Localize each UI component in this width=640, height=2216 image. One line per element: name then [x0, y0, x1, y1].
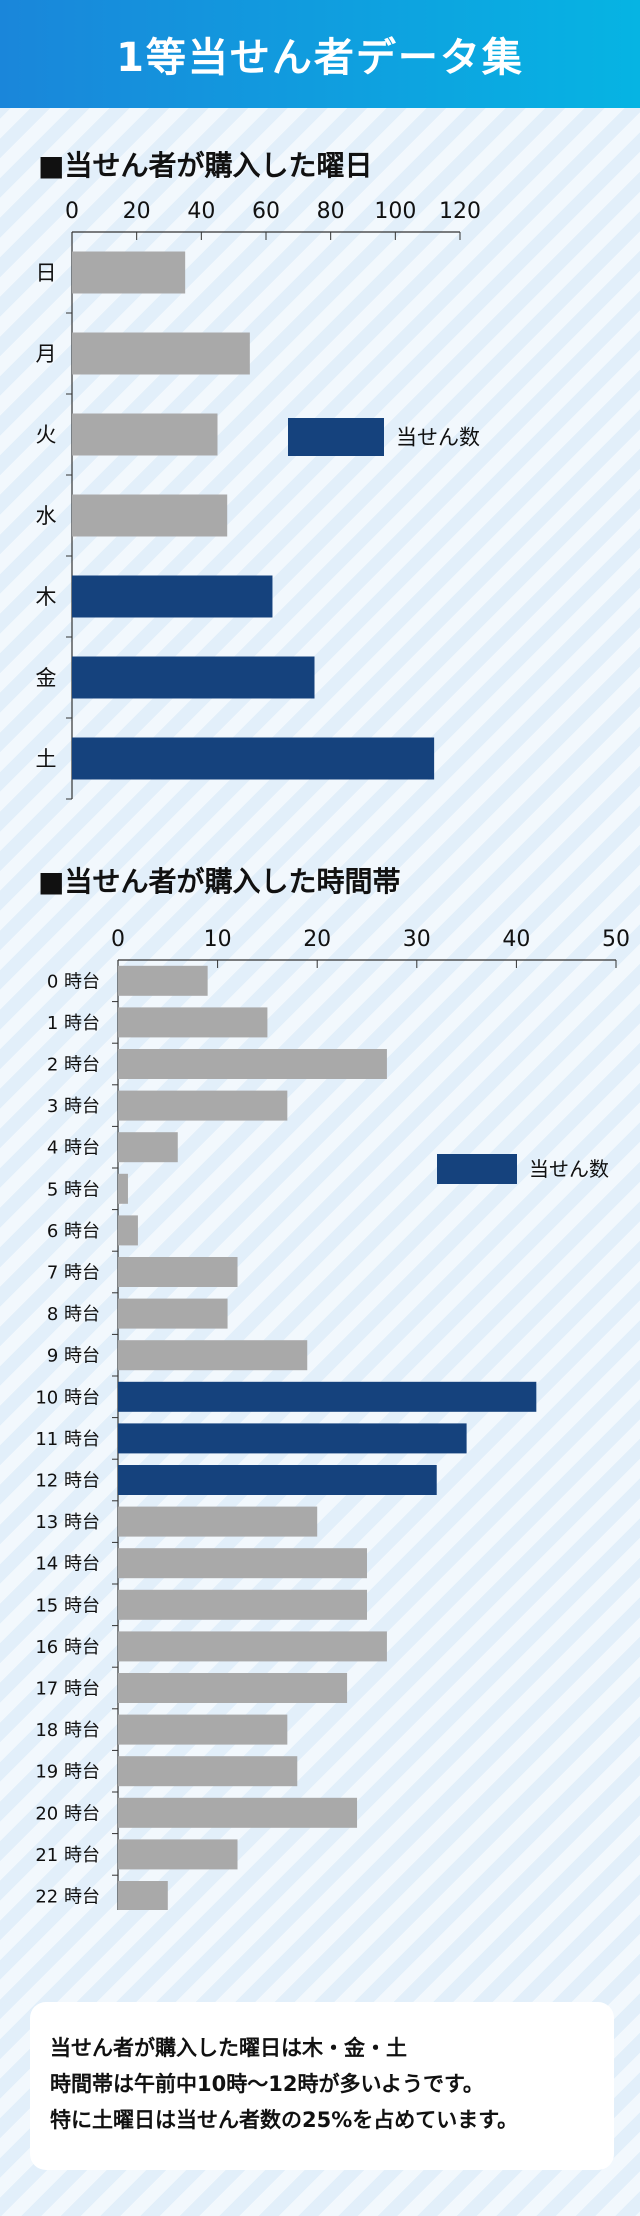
bar-6	[72, 737, 435, 780]
bar-13	[118, 1506, 318, 1537]
category-label: 月	[36, 342, 57, 366]
category-label: 11 時台	[35, 1429, 100, 1450]
x-tick-label: 30	[403, 927, 431, 952]
bar-6	[118, 1215, 138, 1246]
category-label: 金	[36, 666, 57, 690]
bar-18	[118, 1714, 288, 1745]
bar-2	[118, 1049, 387, 1079]
legend-swatch	[437, 1154, 517, 1184]
bar-9	[118, 1340, 308, 1371]
bar-21	[118, 1839, 238, 1870]
category-label: 18 時台	[35, 1720, 100, 1741]
bar-16	[118, 1631, 387, 1662]
hour-chart: 0 10 20 30 40 50 0 時台 1 時台 2 時台 3 時台 4 時台 5 時台 6 時台 7…	[35, 927, 630, 1910]
category-label: 6 時台	[47, 1221, 100, 1242]
bar-17	[118, 1673, 348, 1703]
x-tick-label: 40	[502, 927, 530, 952]
category-label: 日	[36, 261, 57, 285]
x-tick-label: 100	[374, 199, 416, 224]
category-label: 木	[36, 585, 57, 609]
x-tick-label: 50	[602, 927, 630, 952]
x-tick-label: 0	[65, 199, 79, 224]
bar-10	[118, 1381, 537, 1412]
category-label: 0 時台	[47, 971, 100, 992]
x-tick-label: 10	[204, 927, 232, 952]
category-label: 3 時台	[47, 1096, 100, 1117]
bar-14	[118, 1548, 367, 1579]
category-label: 9 時台	[47, 1346, 100, 1367]
category-label: 21 時台	[35, 1845, 100, 1866]
bar-19	[118, 1756, 298, 1787]
bar-0	[118, 965, 208, 996]
category-label: 15 時台	[35, 1595, 100, 1616]
bar-11	[118, 1423, 467, 1454]
legend-swatch	[288, 418, 384, 456]
bar-8	[118, 1298, 228, 1329]
legend-label: 当せん数	[529, 1157, 609, 1181]
hour-chart-title: ■当せん者が購入した時間帯	[38, 865, 401, 898]
category-label: 土	[36, 747, 57, 771]
category-label: 水	[36, 504, 57, 528]
weekday-chart-title: ■当せん者が購入した曜日	[38, 149, 373, 182]
bar-1	[72, 332, 250, 375]
summary-line-1: 当せん者が購入した曜日は木・金・土	[50, 2036, 407, 2060]
bar-3	[118, 1090, 288, 1121]
bar-3	[72, 494, 228, 537]
category-label: 12 時台	[35, 1470, 100, 1491]
summary-line-3: 特に土曜日は当せん者数の25%を占めています。	[50, 2108, 519, 2132]
bar-22	[118, 1881, 168, 1910]
x-tick-label: 0	[111, 927, 125, 952]
category-label: 1 時台	[47, 1013, 100, 1034]
category-label: 5 時台	[47, 1179, 100, 1200]
category-label: 4 時台	[47, 1138, 100, 1159]
category-label: 16 時台	[35, 1637, 100, 1658]
x-tick-label: 60	[252, 199, 280, 224]
bar-2	[72, 413, 218, 456]
x-tick-label: 20	[123, 199, 151, 224]
category-label: 10 時台	[35, 1387, 100, 1408]
bar-0	[72, 251, 186, 294]
category-label: 22 時台	[35, 1886, 100, 1907]
x-tick-label: 120	[439, 199, 481, 224]
category-label: 13 時台	[35, 1512, 100, 1533]
summary-line-2: 時間帯は午前中10時〜12時が多いようです。	[50, 2072, 484, 2096]
bar-20	[118, 1797, 358, 1828]
category-label: 17 時台	[35, 1678, 100, 1699]
category-label: 火	[36, 423, 57, 447]
category-label: 19 時台	[35, 1762, 100, 1783]
bar-15	[118, 1589, 367, 1620]
summary-note: 当せん者が購入した曜日は木・金・土 時間帯は午前中10時〜12時が多いようです。…	[30, 2002, 614, 2170]
x-tick-label: 20	[303, 927, 331, 952]
bar-5	[72, 656, 315, 699]
legend-label: 当せん数	[396, 426, 480, 450]
bar-7	[118, 1257, 238, 1287]
category-label: 8 時台	[47, 1304, 100, 1325]
bar-4	[72, 575, 273, 618]
category-label: 7 時台	[47, 1262, 100, 1283]
page-header: 1等当せん者データ集	[0, 0, 640, 108]
category-label: 2 時台	[47, 1054, 100, 1075]
x-tick-label: 80	[317, 199, 345, 224]
x-tick-label: 40	[187, 199, 215, 224]
category-label: 20 時台	[35, 1803, 100, 1824]
page-title: 1等当せん者データ集	[116, 35, 524, 81]
bar-12	[118, 1465, 437, 1495]
bar-1	[118, 1007, 268, 1038]
bar-5	[118, 1173, 128, 1204]
category-label: 14 時台	[35, 1554, 100, 1575]
bar-4	[118, 1132, 178, 1163]
